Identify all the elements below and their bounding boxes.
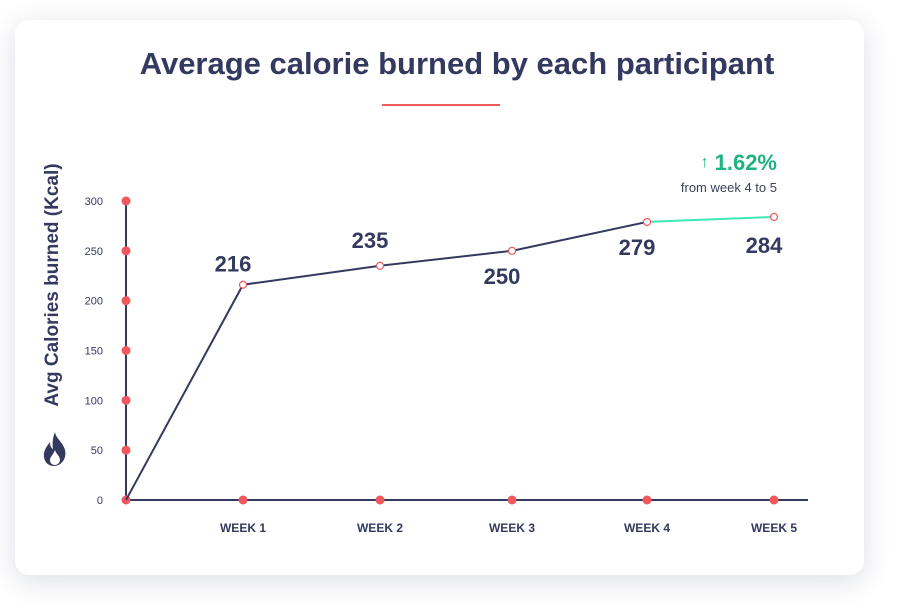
x-tick-dot: [769, 495, 779, 505]
title-underline: [382, 104, 500, 106]
y-tick-dot: [121, 445, 131, 455]
series-line: [125, 220, 648, 501]
data-point: [642, 217, 652, 227]
data-label: 216: [215, 252, 252, 277]
chart-title: Average calorie burned by each participa…: [139, 46, 775, 81]
data-point: [375, 261, 385, 270]
y-tick-dot: [121, 346, 131, 355]
y-tick-dot: [121, 196, 131, 206]
y-tick-dot: [121, 296, 131, 306]
change-value-row: ↑ 1.62%: [681, 150, 777, 176]
data-label: 284: [746, 233, 783, 258]
data-point: [769, 212, 779, 222]
x-tick-dot: [238, 495, 248, 505]
x-tick-label: WEEK 2: [357, 521, 403, 535]
y-tick-label: 250: [85, 246, 103, 258]
data-point: [238, 280, 248, 289]
x-tick-label: WEEK 5: [751, 521, 797, 535]
x-tick-dot: [642, 495, 652, 505]
x-tick-dot: [375, 495, 385, 505]
data-label: 250: [484, 264, 521, 289]
x-tick-label: WEEK 3: [489, 521, 535, 535]
y-tick-dot: [121, 246, 131, 256]
change-percent: 1.62%: [714, 150, 777, 175]
change-note: from week 4 to 5: [680, 180, 777, 195]
x-tick-label: WEEK 4: [624, 521, 670, 535]
y-tick-label: 200: [85, 296, 103, 308]
y-tick-label: 0: [97, 495, 103, 507]
x-tick-dot: [507, 495, 517, 505]
y-tick-label: 100: [85, 395, 103, 407]
highlight-segment: [646, 215, 775, 223]
y-tick-label: 150: [85, 346, 103, 358]
change-annotation: ↑ 1.62% from week 4 to 5: [681, 150, 777, 195]
y-tick-label: 300: [85, 196, 103, 208]
data-label: 279: [619, 235, 656, 260]
data-point: [507, 246, 517, 255]
data-label: 235: [352, 228, 389, 253]
up-arrow-icon: ↑: [700, 154, 709, 171]
y-tick-label: 50: [91, 445, 103, 457]
x-tick-label: WEEK 1: [220, 521, 266, 535]
y-tick-dot: [121, 395, 131, 405]
flame-icon: [43, 432, 66, 466]
chart-card: [15, 20, 864, 575]
